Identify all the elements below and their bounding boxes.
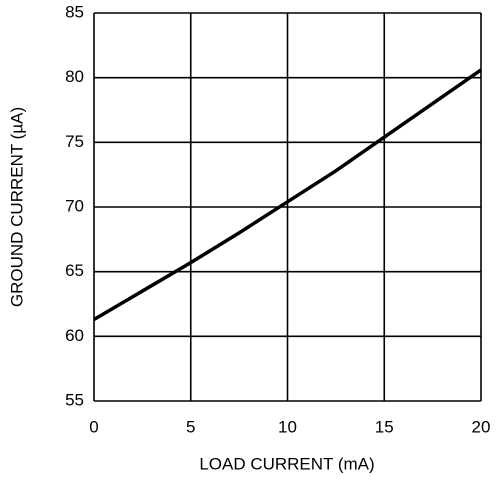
y-tick-label: 60 — [65, 326, 84, 345]
y-tick-label: 70 — [65, 196, 84, 215]
y-tick-label: 85 — [65, 2, 84, 21]
x-tick-label: 5 — [186, 417, 195, 436]
x-tick-label: 20 — [472, 417, 491, 436]
x-tick-label: 0 — [89, 417, 98, 436]
y-tick-label: 75 — [65, 132, 84, 151]
x-tick-label: 15 — [375, 417, 394, 436]
line-series — [93, 68, 482, 322]
y-tick-label: 55 — [65, 390, 84, 409]
y-tick-label: 65 — [65, 261, 84, 280]
y-tick-label: 80 — [65, 67, 84, 86]
x-tick-label: 10 — [278, 417, 297, 436]
y-axis-label: GROUND CURRENT (µA) — [7, 107, 26, 307]
x-axis-label: LOAD CURRENT (mA) — [199, 454, 374, 473]
